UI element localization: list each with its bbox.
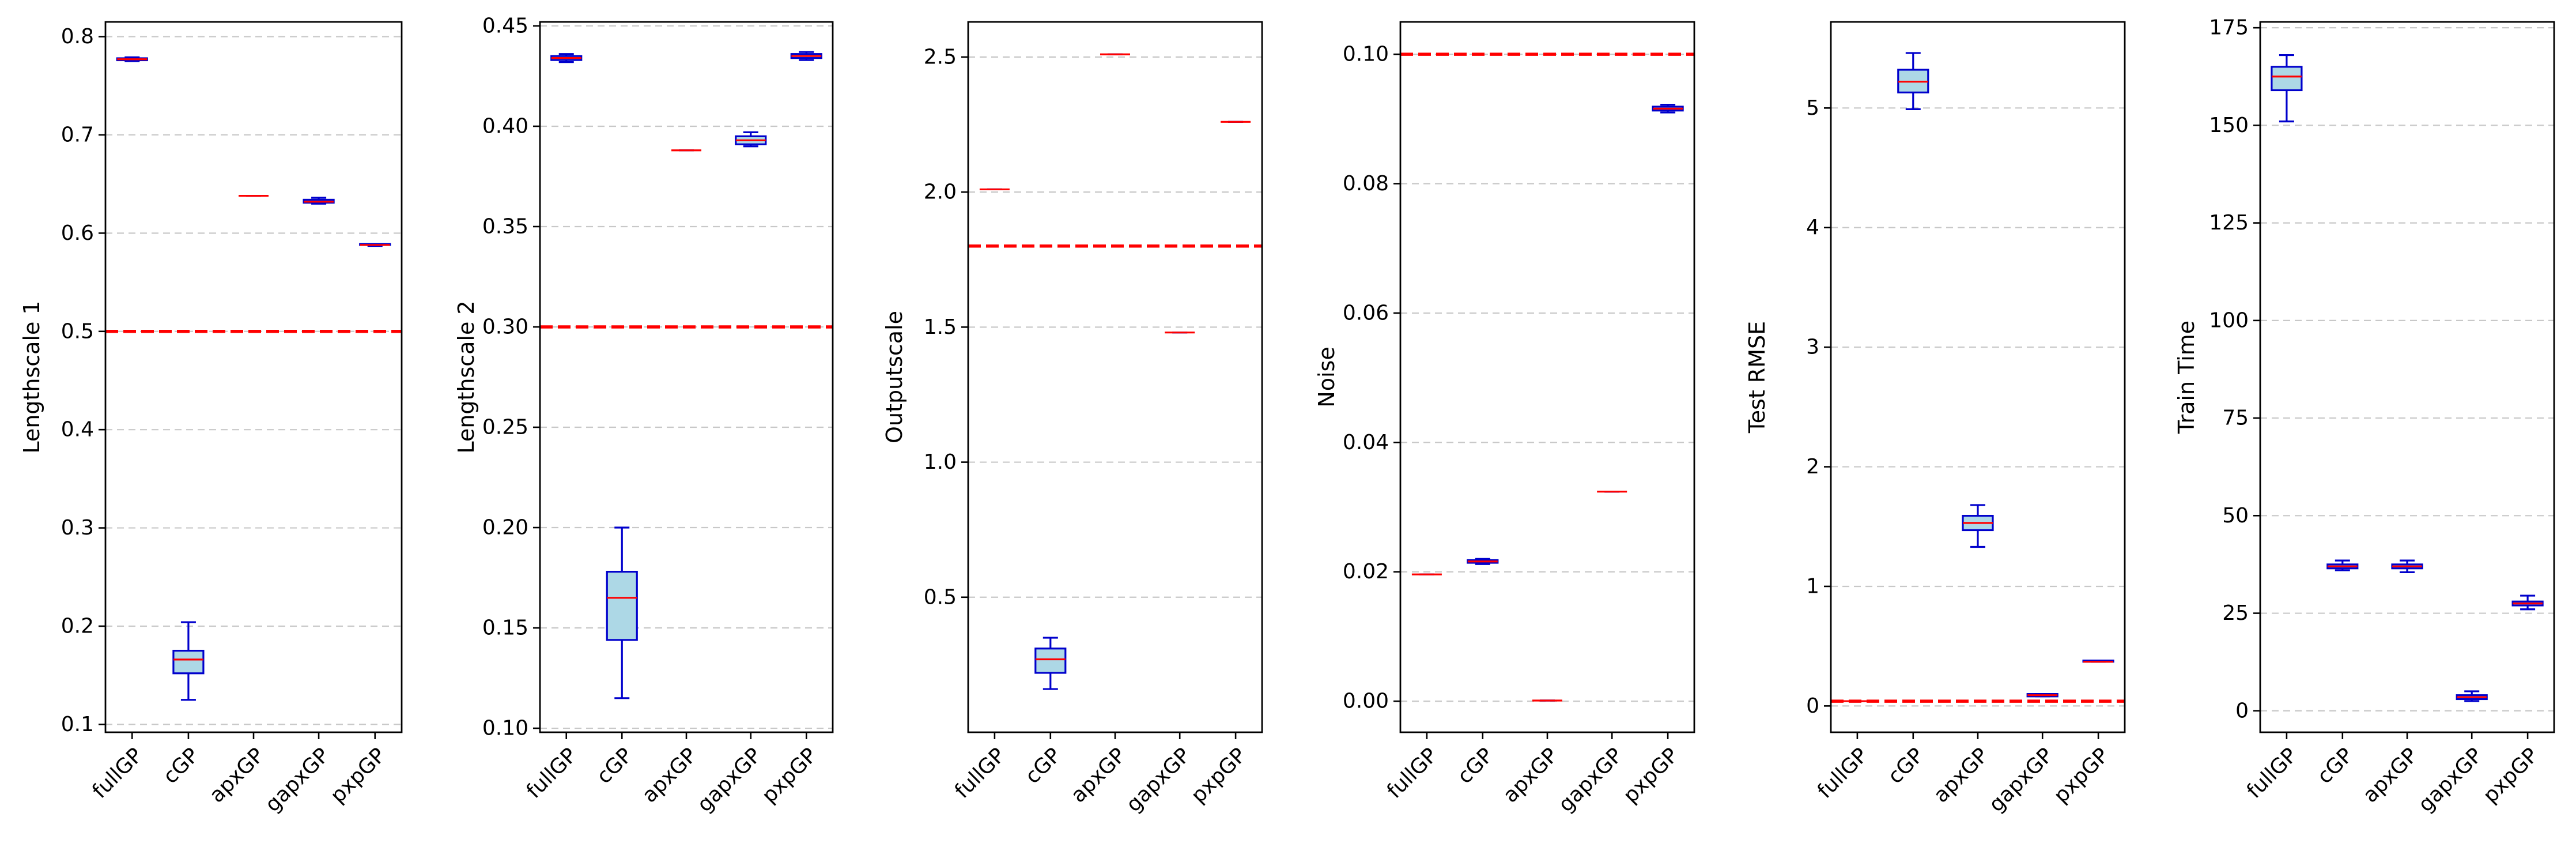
y-tick-label: 0 <box>2235 699 2249 722</box>
y-tick-label: 0.06 <box>1343 301 1389 325</box>
box-cGP <box>1034 637 1067 690</box>
box-fullGP <box>116 56 148 62</box>
y-tick-label: 100 <box>2209 308 2249 332</box>
box-cGP <box>606 526 638 699</box>
y-tick-label: 25 <box>2222 601 2249 625</box>
y-tick-label: 175 <box>2209 16 2249 40</box>
y-tick-label: 0.1 <box>61 713 94 736</box>
y-tick-label: 2.5 <box>924 45 957 69</box>
box-cGP <box>172 621 205 701</box>
box-body <box>2271 66 2303 92</box>
y-tick-label: 5 <box>1806 96 1819 120</box>
y-tick-label: 0.2 <box>61 614 94 638</box>
box-body <box>1034 648 1067 674</box>
box-gapxGP <box>2456 690 2488 702</box>
y-tick-label: 1 <box>1806 574 1819 598</box>
y-tick-label: 150 <box>2209 114 2249 137</box>
box-fullGP <box>550 53 583 63</box>
box-cGP <box>1897 52 1929 111</box>
y-tick-label: 1.0 <box>924 450 957 474</box>
y-tick-label: 0.8 <box>61 25 94 48</box>
box-body <box>172 649 205 675</box>
y-axis-label: Outputscale <box>882 311 907 443</box>
y-tick-label: 3 <box>1806 336 1819 359</box>
y-tick-label: 0.20 <box>482 516 528 540</box>
y-tick-label: 0.7 <box>61 123 94 146</box>
box-gapxGP <box>2026 693 2058 698</box>
y-tick-label: 0.40 <box>482 114 528 138</box>
y-tick-label: 0.10 <box>1343 43 1389 66</box>
box-gapxGP <box>303 197 335 205</box>
y-axis-label: Test RMSE <box>1744 321 1770 434</box>
y-tick-label: 0.02 <box>1343 560 1389 584</box>
y-tick-label: 125 <box>2209 211 2249 235</box>
y-tick-label: 0 <box>1806 694 1819 718</box>
y-axis-label: Lengthscale 2 <box>454 300 479 453</box>
box-pxpGP <box>2082 659 2114 663</box>
y-tick-label: 0.4 <box>61 418 94 442</box>
y-tick-label: 0.10 <box>482 717 528 740</box>
y-tick-label: 75 <box>2222 406 2249 430</box>
y-tick-label: 0.08 <box>1343 172 1389 195</box>
y-tick-label: 0.04 <box>1343 431 1389 454</box>
y-tick-label: 0.35 <box>482 214 528 238</box>
box-body <box>606 570 638 641</box>
y-tick-label: 0.30 <box>482 315 528 338</box>
box-pxpGP <box>790 51 822 61</box>
box-cGP <box>2326 559 2359 571</box>
y-tick-label: 0.3 <box>61 516 94 540</box>
box-apxGP <box>1962 504 1994 548</box>
box-apxGP <box>2391 559 2423 574</box>
y-tick-label: 50 <box>2222 504 2249 528</box>
box-gapxGP <box>735 131 767 148</box>
y-tick-label: 0.15 <box>482 616 528 640</box>
y-tick-label: 2 <box>1806 455 1819 479</box>
box-cGP <box>1467 558 1499 565</box>
y-tick-label: 2.0 <box>924 180 957 204</box>
y-tick-label: 1.5 <box>924 315 957 339</box>
y-axis-label: Noise <box>1314 347 1339 407</box>
y-tick-label: 0.25 <box>482 416 528 439</box>
y-tick-label: 0.00 <box>1343 690 1389 713</box>
y-tick-label: 0.5 <box>61 319 94 343</box>
y-axis-label: Train Time <box>2174 321 2199 434</box>
box-pxpGP <box>359 243 391 247</box>
box-pxpGP <box>1652 104 1684 114</box>
box-pxpGP <box>2511 594 2544 611</box>
box-fullGP <box>2271 54 2303 123</box>
y-tick-label: 0.6 <box>61 221 94 245</box>
y-tick-label: 4 <box>1806 216 1819 239</box>
y-axis-label: Lengthscale 1 <box>19 300 44 453</box>
y-tick-label: 0.5 <box>924 585 957 609</box>
y-tick-label: 0.45 <box>482 14 528 37</box>
